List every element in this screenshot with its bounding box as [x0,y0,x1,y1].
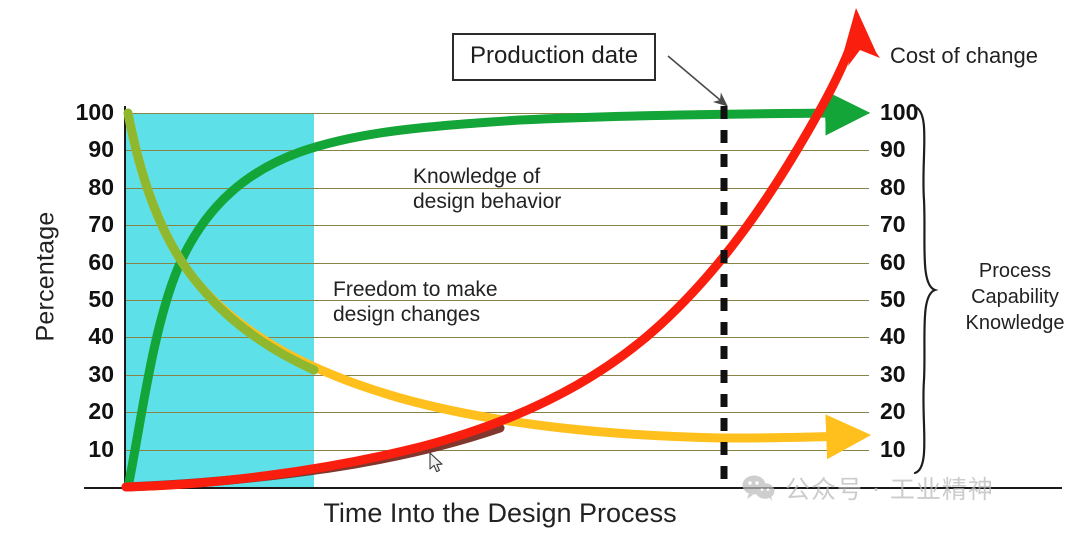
x-axis-title: Time Into the Design Process [323,498,677,528]
freedom-label-line2: design changes [333,302,481,326]
tick-right-50: 50 [880,286,906,312]
tick-left-50: 50 [88,286,114,312]
tick-right-90: 90 [880,136,906,163]
y-axis-line [124,106,126,488]
gridline-60 [124,262,869,264]
tick-right-10: 10 [880,435,906,462]
tick-left-20: 20 [88,398,114,425]
cost-of-change-arrowhead [848,26,880,66]
tick-right-20: 20 [880,398,906,425]
watermark-text: 公众号 · 工业精神 [785,475,994,504]
process-capability-bracket-label: Process Capability Knowledge [955,258,1075,336]
y-axis-left-ticks: 100 90 80 70 60 50 40 30 20 10 [0,0,114,533]
tick-left-70: 70 [88,211,114,238]
production-date-callout: Production date [452,33,657,81]
gridline-70 [124,225,869,227]
tick-right-60: 60 [880,248,906,275]
tick-left-100: 100 [75,99,114,125]
tick-left-30: 30 [88,360,114,387]
tick-right-40: 40 [880,323,906,350]
tick-right-100: 100 [880,99,919,125]
gridline-30 [124,374,869,376]
gridline-100 [124,113,869,114]
y-axis-title: Percentage [31,211,60,342]
cost-of-change-arrow-tip [842,8,876,58]
tick-left-60: 60 [88,248,114,275]
gridline-10 [124,449,869,451]
tick-left-80: 80 [88,173,114,200]
gridline-20 [124,412,869,414]
tick-left-10: 10 [88,435,114,462]
production-date-leader-arrow [667,55,728,107]
knowledge-label-line1: Knowledge of [413,165,541,188]
bracket-line3: Knowledge [965,312,1065,334]
wechat-icon [742,475,775,501]
gridline-90 [124,150,869,152]
tick-right-80: 80 [880,173,906,200]
tick-left-40: 40 [88,323,114,350]
freedom-curve-label: Freedom to make design changes [333,278,498,328]
bracket-line1: Process [978,260,1052,282]
watermark: 公众号 · 工业精神 [742,470,994,506]
cost-of-change-label: Cost of change [890,43,1038,68]
knowledge-label-line2: design behavior [413,189,562,213]
freedom-label-line1: Freedom to make [333,278,498,301]
tick-right-30: 30 [880,360,906,387]
knowledge-curve-label: Knowledge of design behavior [413,165,561,215]
tick-right-70: 70 [880,211,906,238]
tick-left-90: 90 [88,136,114,163]
bracket-line2: Capability [971,286,1059,308]
mouse-cursor [429,452,443,473]
y-axis-right-ticks: 100 90 80 70 60 50 40 30 20 10 [880,0,950,533]
gridline-40 [124,337,869,339]
